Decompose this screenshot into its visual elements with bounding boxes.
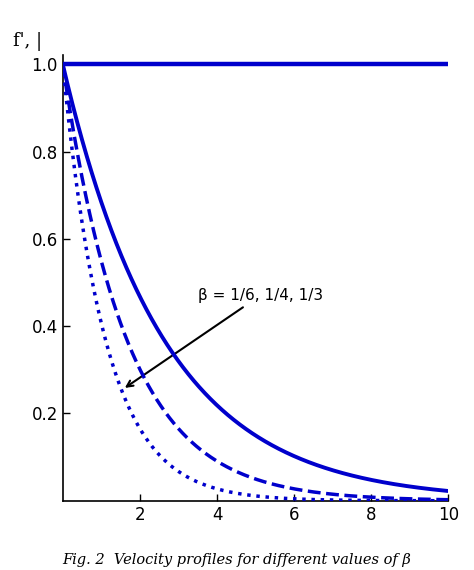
Text: f', |: f', | (13, 32, 42, 51)
Text: Fig. 2  Velocity profiles for different values of β: Fig. 2 Velocity profiles for different v… (63, 553, 411, 567)
Text: β = 1/6, 1/4, 1/3: β = 1/6, 1/4, 1/3 (127, 288, 323, 386)
